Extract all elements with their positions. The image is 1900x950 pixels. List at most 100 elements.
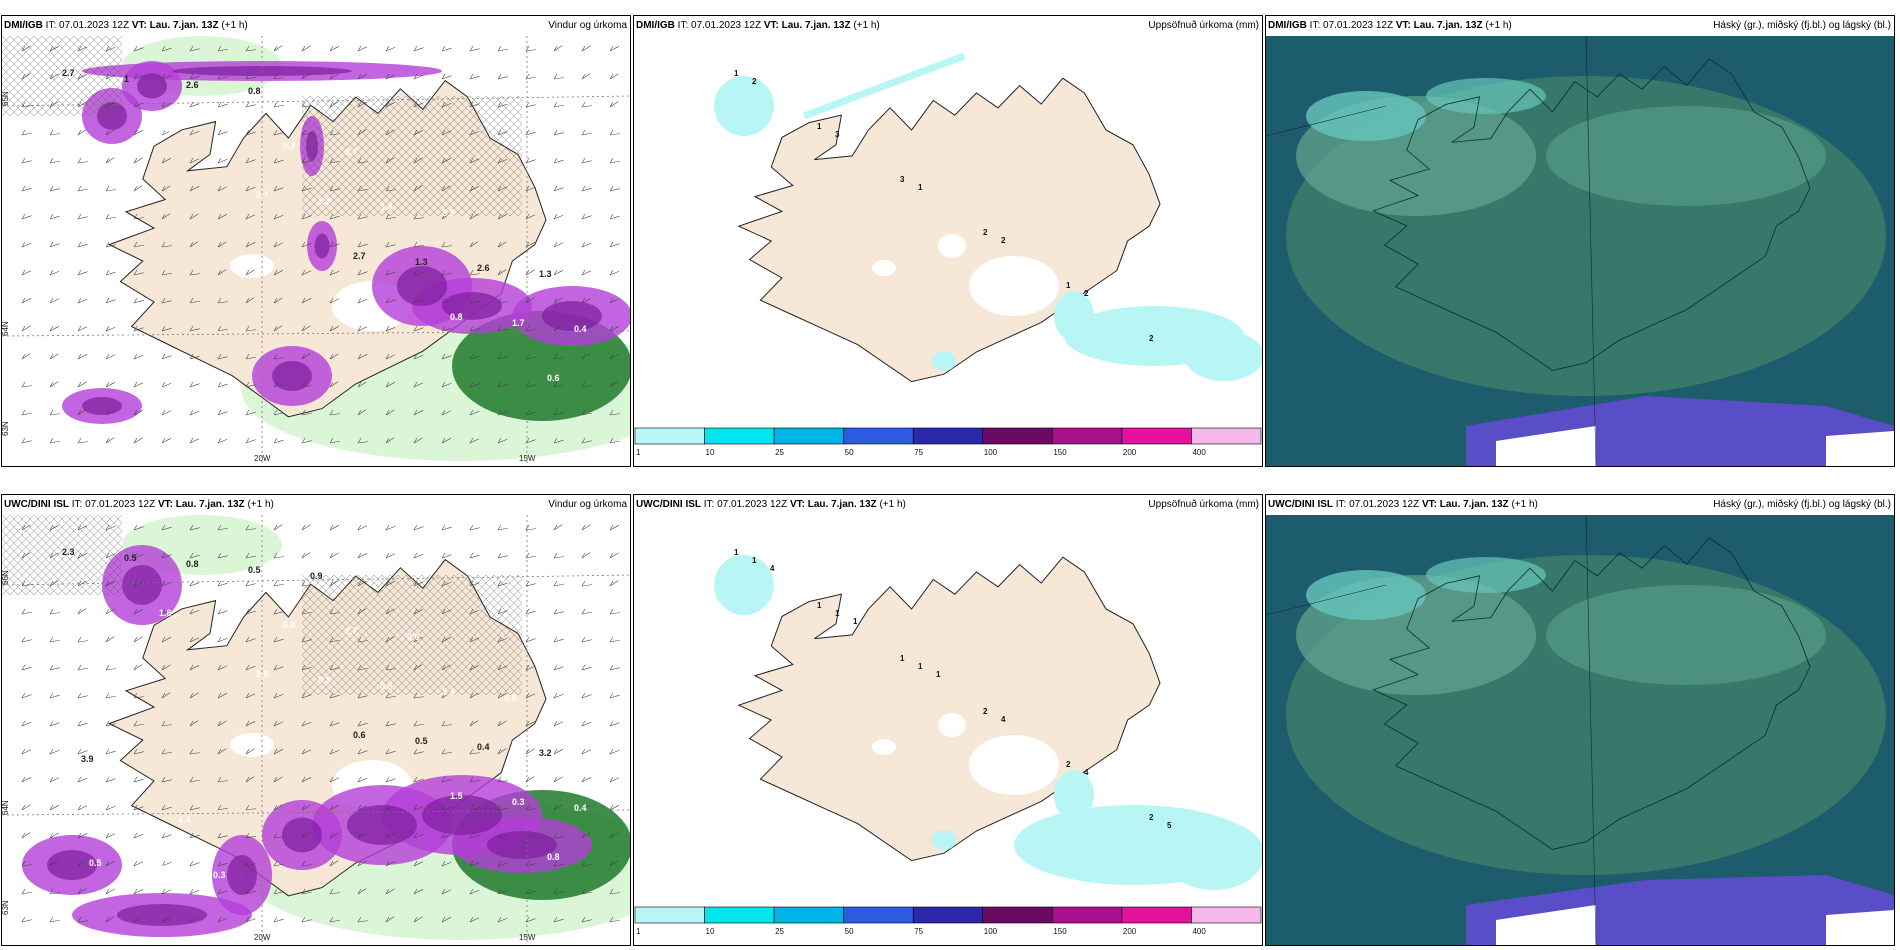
wind-barb-flag bbox=[133, 608, 138, 615]
wind-barb-flag bbox=[105, 325, 110, 332]
wind-barb bbox=[161, 382, 172, 388]
wind-barb bbox=[189, 779, 200, 783]
wind-barb bbox=[217, 131, 228, 136]
wind-barb bbox=[273, 804, 283, 811]
wind-barb-flag bbox=[609, 73, 614, 80]
wind-barb-flag bbox=[609, 580, 614, 587]
wind-barb-flag bbox=[413, 409, 418, 416]
wind-barb bbox=[413, 664, 423, 671]
wind-barb bbox=[161, 300, 172, 304]
wind-barb-flag bbox=[497, 580, 502, 587]
wind-barb bbox=[77, 580, 87, 587]
legend-tick-label: 50 bbox=[845, 448, 854, 457]
wind-barb-flag bbox=[189, 269, 194, 276]
wind-barb-flag bbox=[357, 748, 362, 755]
wind-barb-flag bbox=[497, 888, 502, 895]
wind-barb-flag bbox=[497, 325, 502, 332]
wind-barb bbox=[357, 860, 367, 867]
wind-barb-flag bbox=[581, 916, 586, 923]
wind-barb bbox=[329, 805, 339, 811]
wind-barb bbox=[133, 130, 143, 136]
wind-barb bbox=[525, 49, 536, 52]
wind-barb-flag bbox=[217, 720, 222, 727]
wind-barb bbox=[189, 48, 200, 52]
wind-barb bbox=[525, 104, 536, 108]
wind-barb-flag bbox=[273, 73, 278, 80]
precip-value-label: 1.7 bbox=[512, 318, 525, 328]
wind-barb-flag bbox=[49, 45, 54, 52]
legend-swatch bbox=[843, 427, 914, 445]
wind-barb-flag bbox=[77, 213, 82, 220]
wind-barb-flag bbox=[301, 381, 306, 388]
wind-barb bbox=[469, 862, 480, 867]
wind-barb bbox=[413, 299, 424, 304]
wind-barb bbox=[245, 242, 255, 248]
wind-barb bbox=[49, 860, 59, 867]
wind-barb-flag bbox=[49, 888, 54, 895]
wind-barb bbox=[217, 328, 228, 332]
wind-barb bbox=[161, 861, 172, 867]
wind-barb-flag bbox=[301, 552, 306, 559]
wind-barb bbox=[133, 664, 143, 671]
wind-barb bbox=[329, 722, 340, 727]
wind-barb bbox=[273, 384, 284, 388]
wind-barb bbox=[413, 751, 424, 755]
wind-barb bbox=[329, 270, 340, 276]
wind-barb-flag bbox=[133, 437, 138, 444]
longitude-label: 20W bbox=[254, 933, 271, 942]
wind-barb bbox=[413, 185, 423, 192]
wind-barb bbox=[189, 75, 200, 80]
wind-barb-flag bbox=[301, 776, 306, 783]
wind-barb bbox=[609, 694, 620, 699]
wind-barb-flag bbox=[385, 552, 390, 559]
wind-barb-flag bbox=[497, 45, 502, 52]
wind-barb-flag bbox=[581, 776, 586, 783]
wind-barb-flag bbox=[357, 129, 362, 136]
wind-barb-flag bbox=[301, 129, 306, 136]
wind-barb bbox=[21, 242, 32, 248]
wind-barb-flag bbox=[413, 636, 418, 643]
precip-value-label: 3.9 bbox=[81, 754, 94, 764]
wind-barb-flag bbox=[441, 129, 446, 136]
wind-barb-flag bbox=[413, 776, 418, 783]
wind-barb bbox=[441, 834, 452, 839]
wind-barb bbox=[105, 74, 116, 80]
wind-barb-flag bbox=[385, 776, 390, 783]
purple-precip-core bbox=[82, 397, 122, 415]
wind-barb-flag bbox=[273, 664, 278, 671]
wind-barb-flag bbox=[385, 524, 390, 531]
wind-barb bbox=[77, 409, 87, 416]
wind-barb-flag bbox=[245, 720, 250, 727]
wind-barb bbox=[49, 639, 60, 643]
precip-value-label: 1.5 bbox=[450, 791, 463, 801]
wind-barb-flag bbox=[413, 832, 418, 839]
wind-barb bbox=[189, 665, 199, 671]
wind-barb-flag bbox=[273, 381, 278, 388]
wind-barb bbox=[329, 525, 339, 531]
wind-barb-flag bbox=[609, 776, 614, 783]
init-label: IT: bbox=[71, 499, 83, 510]
wind-barb bbox=[385, 46, 396, 52]
wind-barb-flag bbox=[413, 608, 418, 615]
wind-barb-flag bbox=[385, 129, 390, 136]
wind-barb-flag bbox=[469, 101, 474, 108]
lead-time: (+1 h) bbox=[853, 20, 880, 31]
wind-barb bbox=[161, 185, 171, 192]
wind-barb-flag bbox=[49, 748, 54, 755]
wind-barb-flag bbox=[217, 804, 222, 811]
wind-barb-flag bbox=[217, 692, 222, 699]
wind-barb-flag bbox=[217, 269, 222, 276]
wind-barb-flag bbox=[273, 353, 278, 360]
wind-barb-flag bbox=[189, 381, 194, 388]
wind-barb-flag bbox=[217, 608, 222, 615]
wind-barb-flag bbox=[413, 381, 418, 388]
wind-barb bbox=[133, 437, 143, 444]
legend-swatch bbox=[1121, 427, 1192, 445]
wind-barb bbox=[441, 806, 452, 811]
wind-barb bbox=[273, 749, 283, 755]
wind-barb bbox=[357, 608, 367, 615]
wind-barb-flag bbox=[105, 269, 110, 276]
wind-barb-flag bbox=[105, 664, 110, 671]
wind-barb bbox=[301, 832, 311, 839]
wind-barb-flag bbox=[413, 353, 418, 360]
